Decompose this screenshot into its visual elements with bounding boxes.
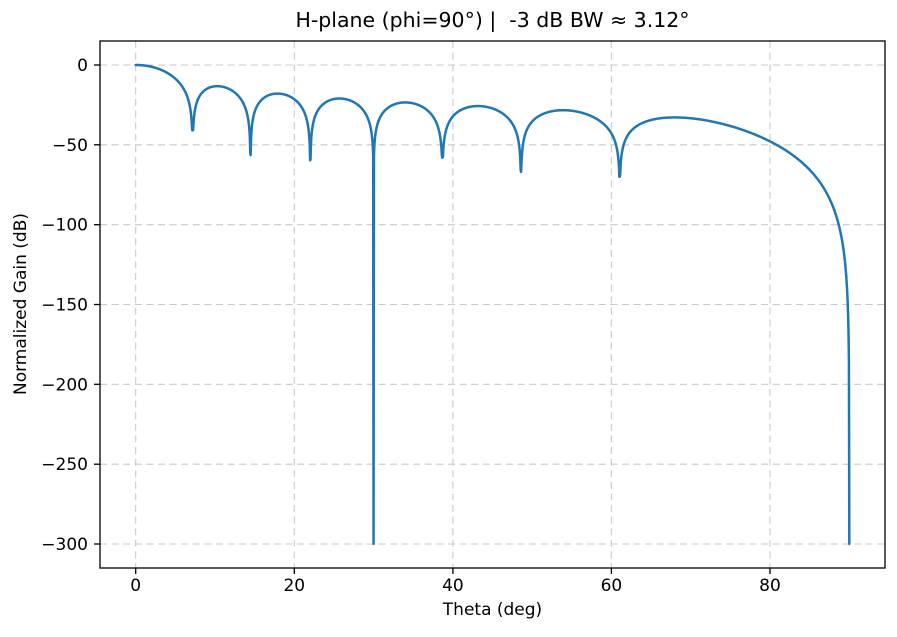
y-tick-label: −300 bbox=[41, 535, 88, 555]
tick-marks bbox=[94, 64, 771, 574]
x-tick-label: 60 bbox=[601, 576, 623, 596]
grid-layer bbox=[100, 41, 885, 568]
x-tick-label: 80 bbox=[759, 576, 781, 596]
y-tick-label: −50 bbox=[52, 136, 88, 156]
y-tick-label: −100 bbox=[41, 216, 88, 236]
gain-curve bbox=[134, 63, 851, 546]
x-tick-label: 0 bbox=[130, 576, 141, 596]
y-tick-label: −250 bbox=[41, 455, 88, 475]
tick-labels: 0 20 40 60 80 0 −50 −100 −150 −200 −250 −300 bbox=[41, 56, 781, 596]
y-tick-label: −200 bbox=[41, 375, 88, 395]
y-tick-label: 0 bbox=[77, 56, 88, 76]
y-tick-label: −150 bbox=[41, 296, 88, 316]
y-axis-label: Normalized Gain (dB) bbox=[11, 212, 31, 396]
x-tick-label: 40 bbox=[442, 576, 464, 596]
x-axis-label: Theta (deg) bbox=[442, 600, 543, 620]
x-tick-label: 20 bbox=[283, 576, 305, 596]
chart-title: H-plane (phi=90°) | -3 dB BW ≈ 3.12° bbox=[295, 8, 690, 32]
